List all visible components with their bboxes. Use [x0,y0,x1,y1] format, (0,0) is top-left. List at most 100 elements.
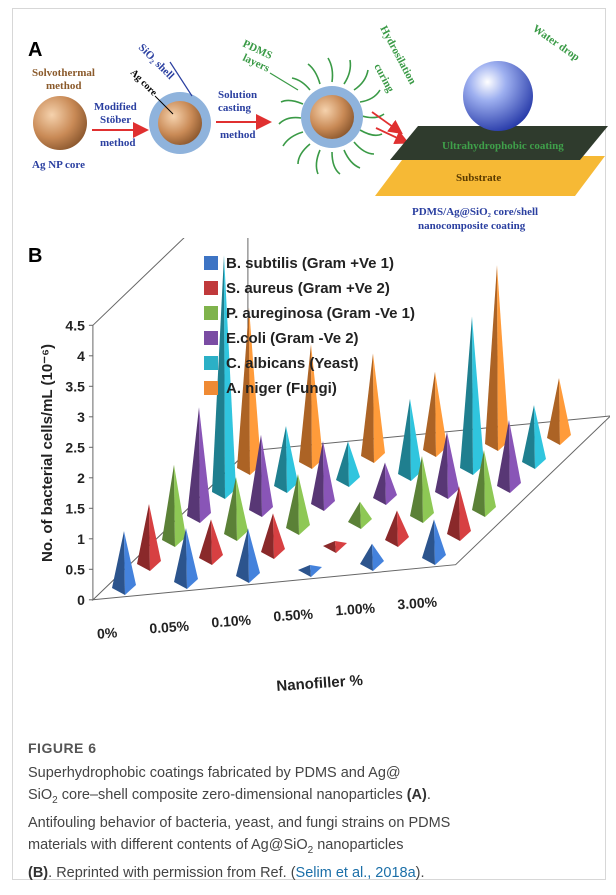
arrow-4 [375,127,410,144]
x-axis-label: Nanofiller % [276,672,364,695]
legend-swatch [204,281,218,295]
legend-item: P. aureginosa (Gram -Ve 1) [204,305,415,322]
pyramid-bar [298,564,322,577]
pyramid-bar [435,432,459,499]
pyramid-bar [361,353,385,463]
x-tick-label: 0.50% [273,606,314,625]
pyramid-bar [274,426,298,493]
x-ticks: 0% 0.05% 0.10% 0.50% 1.00% 3.00% [97,594,439,642]
legend-swatch [204,381,218,395]
hydrosilation-line2: curing [371,62,396,95]
legend-label: E.coli (Gram -Ve 2) [226,330,359,347]
pyramid-bar [299,344,323,469]
y-ticks: 0 0.5 1 1.5 2 2.5 3 3.5 4 4.5 [65,317,93,608]
caption-ref-b: (B) [28,864,49,881]
ultrahydrophobic-coating-layer [390,126,608,160]
stober-line2: Stöber [100,114,131,126]
y-tick-label: 1.5 [65,500,85,516]
pyramid-bar [422,519,446,565]
solvothermal-line1: Solvothermal [32,67,95,79]
composite-label-2: nanocomposite coating [418,220,526,232]
arrow-3 [371,111,403,135]
pyramid-bar [261,513,285,559]
pyramid-bar [360,543,384,571]
pyramid-bar [398,398,422,481]
pyramid-bar [212,255,236,499]
caption-line-5b: . Reprinted with permission from Ref. ( [48,864,296,881]
pyramid-bar [472,450,496,517]
composite-label-1: PDMS/Ag@SiO₂ core/shell [412,206,538,218]
pyramid-bar [460,316,484,475]
legend-item: C. albicans (Yeast) [204,355,359,372]
pyramid-bar [199,519,223,565]
pyramid-bar [187,407,211,523]
pyramid-bar [547,378,571,445]
sio2-shell-pointer [169,61,193,97]
pyramid-bar [224,477,248,541]
y-tick-label: 4 [77,348,85,364]
y-tick-label: 0 [77,592,85,608]
chart-legend: B. subtilis (Gram +Ve 1) S. aureus (Gram … [204,255,415,397]
x-tick-label: 3.00% [397,594,438,613]
solvothermal-line2: method [46,80,81,92]
caption-ref-a: (A) [406,787,427,803]
y-tick-label: 0.5 [65,561,85,577]
y-tick-label: 4.5 [65,317,85,333]
casting-line3: method [220,129,255,141]
pyramid-bar [447,486,471,541]
y-tick-label: 2 [77,470,85,486]
legend-label: P. aureginosa (Gram -Ve 1) [226,305,415,322]
ag-core-pointer [154,95,174,115]
pyramid-bar [423,371,447,457]
stober-line3: method [100,137,135,149]
panel-b-chart: B No. of bacterial cells/mL (10⁻⁶) Nanof… [28,238,610,695]
caption-line-3: Antifouling behavior of bacteria, yeast,… [28,814,451,831]
legend-item: B. subtilis (Gram +Ve 1) [204,255,394,272]
pdms-hairs [278,57,385,175]
pyramid-bar [336,441,360,487]
water-drop-label: Water drop [530,23,581,64]
figure-caption: FIGURE 6 Superhydrophobic coatings fabri… [28,740,588,884]
coating-label: Ultrahydrophobic coating [442,140,564,152]
pyramid-bar [410,456,434,523]
pyramid-bar [174,528,198,589]
substrate-label: Substrate [456,172,501,184]
pyramid-bar [385,510,409,547]
x-tick-label: 0.05% [149,618,190,637]
pdms-pointer [269,72,299,91]
legend-item: E.coli (Gram -Ve 2) [204,330,359,347]
legend-swatch [204,356,218,370]
y-tick-label: 1 [77,531,85,547]
casting-line2: casting [218,102,252,114]
ag-np-core-label: Ag NP core [32,159,85,171]
substrate-layer [375,156,605,196]
legend-label: A. niger (Fungi) [226,380,337,397]
caption-line-4a: materials with different contents of Ag@… [28,836,308,853]
legend-label: C. albicans (Yeast) [226,355,359,372]
ag-core-label: Ag core [128,67,159,98]
citation-link[interactable]: Selim et al., 2018a [295,864,416,881]
caption-line-2a: SiO [28,787,53,803]
caption-line-2b: core–shell composite zero-dimensional na… [57,787,407,803]
pyramid-bar [485,265,509,451]
y-axis-label: No. of bacterial cells/mL (10⁻⁶) [39,344,56,562]
legend-label: S. aureus (Gram +Ve 2) [226,280,390,297]
pyramid-bar [311,441,335,511]
caption-line-2d: . [426,787,431,803]
pyramid-bar [112,531,136,595]
x-tick-label: 0.10% [211,612,252,631]
panel-a-label: A [28,39,42,61]
legend-label: B. subtilis (Gram +Ve 1) [226,255,394,272]
pyramid-bar [522,405,546,469]
core-shell-core [158,101,202,145]
panel-a-schematic: A Solvothermal method Ag NP core Modifie… [28,23,608,232]
pyramid-bar [373,462,397,505]
legend-item: S. aureus (Gram +Ve 2) [204,280,390,297]
water-drop [463,61,533,131]
pyramid-bar [237,307,261,475]
y-tick-label: 2.5 [65,439,85,455]
panel-b-label: B [28,245,42,267]
ag-np-core-particle [33,96,87,150]
pyramid-bar [137,504,161,571]
y-tick-label: 3 [77,409,85,425]
